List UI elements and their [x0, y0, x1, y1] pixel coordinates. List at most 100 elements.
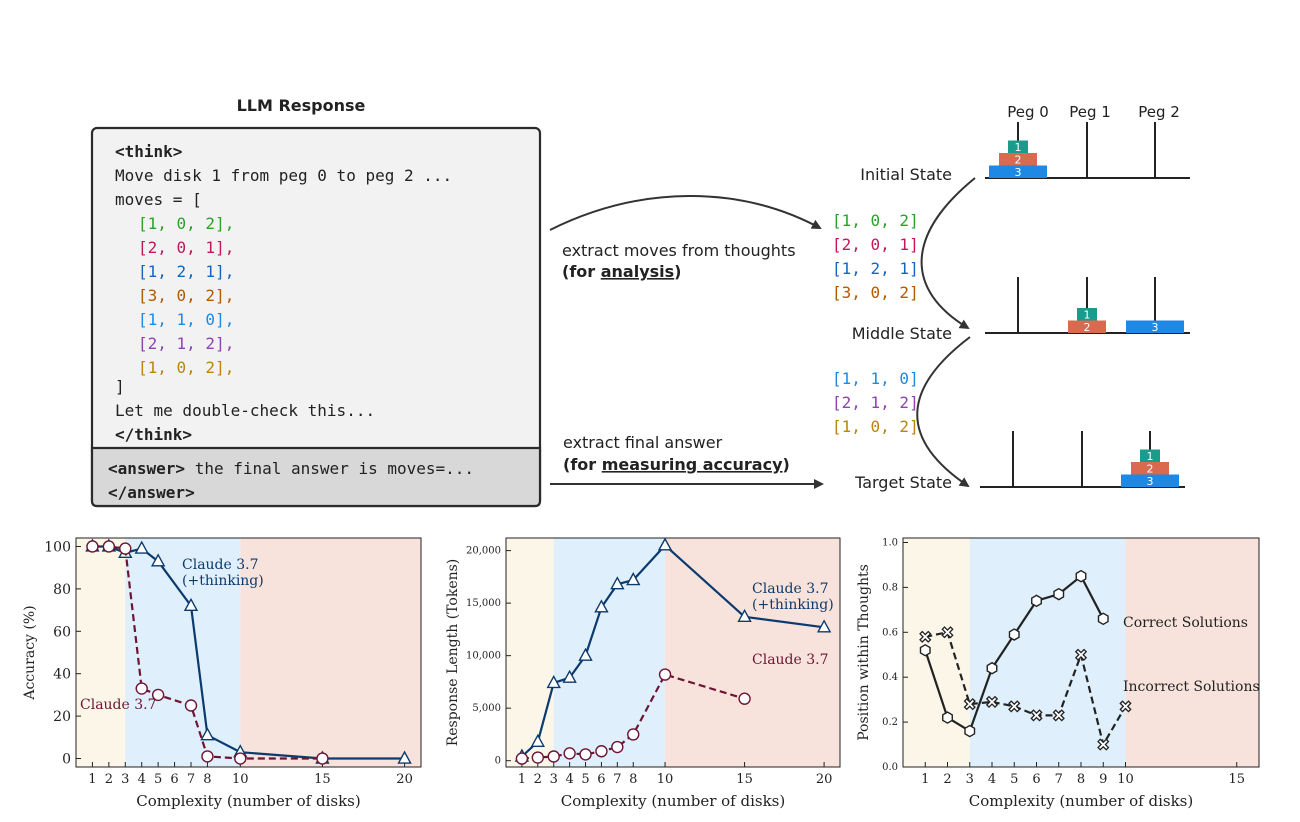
x-tick-label: 1 [921, 772, 929, 787]
plot-frame [505, 537, 841, 768]
hanoi-disk-3 [1121, 474, 1179, 487]
answer-line: <answer> the final answer is moves=... [108, 459, 474, 478]
series-label: Claude 3.7 [182, 557, 259, 573]
move-line: [1, 1, 0], [138, 310, 234, 329]
data-point [134, 540, 149, 554]
y-axis-label: Accuracy (%) [22, 605, 38, 700]
extract-answer-label: extract final answer [563, 433, 723, 452]
series-label: Incorrect Solutions [1123, 679, 1260, 695]
hanoi-disk-1 [1077, 308, 1097, 321]
series-label: (+thinking) [752, 597, 834, 613]
x-tick-label: 5 [581, 772, 589, 787]
hanoi-disk-label: 3 [1152, 321, 1159, 334]
x-tick-label: 8 [629, 772, 637, 787]
data-point [102, 540, 116, 553]
y-axis-label: Response Length (Tokens) [445, 559, 461, 747]
complexity-region [1125, 538, 1259, 767]
data-point [610, 576, 625, 590]
x-tick-label: 2 [943, 772, 951, 787]
extracted-move: [2, 0, 1] [832, 235, 919, 254]
accuracy-chart: 1 2 3 4 5 6 7 8 10 15 20 0 20 40 60 80 100 Complexity (nu… [22, 537, 422, 810]
x-tick-label: 7 [187, 772, 195, 787]
llm-response-title: LLM Response [237, 96, 366, 115]
move-line: [1, 0, 2], [138, 214, 234, 233]
response-length-chart: 1 2 3 4 5 6 7 8 10 15 20 0 5,000 10,000 15,000 20,000 Co… [445, 537, 841, 810]
y-tick-label: 0.4 [882, 672, 898, 683]
data-point [738, 692, 751, 705]
data-point [1119, 700, 1132, 713]
x-tick-label: 1 [518, 772, 526, 787]
x-tick-label: 4 [565, 772, 573, 787]
extract-moves-purpose: (for analysis) [562, 262, 681, 281]
data-point [1053, 587, 1065, 601]
y-tick-label: 0 [62, 752, 71, 768]
x-tick-label: 6 [1032, 772, 1040, 787]
extract-moves-arrow [549, 195, 822, 231]
x-tick-label: 7 [1055, 772, 1063, 787]
hanoi-disk-label: 2 [1015, 154, 1022, 167]
series-label: Claude 3.7 [80, 697, 157, 713]
plot-frame [75, 537, 422, 768]
extracted-move: [2, 1, 2] [832, 393, 919, 412]
data-point [562, 669, 577, 683]
answer-open-tag: <answer> [108, 459, 185, 478]
data-point [531, 751, 545, 764]
hanoi-disk-label: 2 [1084, 321, 1091, 334]
data-point [942, 711, 953, 724]
extract-answer-purpose: (for measuring accuracy) [563, 455, 790, 474]
x-tick-label: 9 [1099, 772, 1107, 787]
move-line: [3, 0, 2], [138, 286, 234, 305]
data-point [135, 682, 148, 695]
complexity-region [76, 538, 126, 767]
data-point [150, 553, 166, 567]
complexity-region [969, 538, 1126, 767]
think-first-line: Move disk 1 from peg 0 to peg 2 ... [115, 166, 452, 185]
series-line [92, 545, 405, 760]
x-tick-label: 15 [314, 772, 331, 787]
target-state-label: Target State [854, 473, 952, 492]
moves-open-line: moves = [ [115, 190, 202, 209]
x-axis-label: Complexity (number of disks) [969, 792, 1193, 810]
data-point [737, 608, 752, 622]
hanoi-disk-label: 2 [1147, 463, 1154, 476]
data-point [941, 626, 954, 639]
hanoi-disk-label: 3 [1147, 475, 1154, 488]
data-point [547, 750, 560, 763]
y-tick-label: 0 [495, 756, 501, 767]
peg-1-label: Peg 1 [1069, 103, 1111, 121]
hanoi-disk-label: 3 [1015, 166, 1022, 179]
extracted-moves-top: [1, 0, 2] [2, 0, 1] [1, 2, 1] [3, 0, 2] [832, 211, 919, 302]
extract-moves-label: extract moves from thoughts [562, 241, 796, 260]
hanoi-states: Peg 0 Peg 1 Peg 2 Initial State Middle S… [852, 103, 1190, 492]
data-point [595, 745, 608, 758]
think-open-tag: <think> [115, 142, 182, 161]
hanoi-disk-label: 1 [1147, 450, 1154, 463]
complexity-region [903, 538, 970, 767]
hanoi-disk-label: 1 [1015, 141, 1022, 154]
y-tick-label: 20 [53, 709, 71, 725]
data-point [183, 597, 199, 612]
move-line: [2, 0, 1], [138, 238, 234, 257]
data-point [1031, 594, 1042, 608]
data-point [1097, 612, 1109, 626]
x-axis-label: Complexity (number of disks) [136, 792, 360, 810]
x-tick-label: 10 [1117, 772, 1134, 787]
y-axis-label: Position within Thoughts [856, 564, 872, 741]
x-tick-label: 3 [121, 772, 129, 787]
y-tick-label: 5,000 [472, 703, 501, 714]
data-point [1008, 628, 1020, 641]
data-point [200, 727, 215, 741]
x-tick-label: 15 [1228, 772, 1245, 787]
complexity-region [553, 538, 666, 767]
peg-0-label: Peg 0 [1007, 103, 1049, 121]
x-tick-label: 2 [534, 772, 542, 787]
data-point [611, 740, 624, 754]
y-tick-label: 40 [53, 667, 71, 683]
data-point [963, 698, 976, 711]
x-tick-label: 5 [154, 772, 162, 787]
y-tick-label: 20,000 [466, 546, 501, 557]
x-tick-label: 5 [1010, 772, 1018, 787]
data-point [201, 750, 214, 763]
data-point [86, 540, 99, 553]
data-point [1074, 648, 1088, 661]
